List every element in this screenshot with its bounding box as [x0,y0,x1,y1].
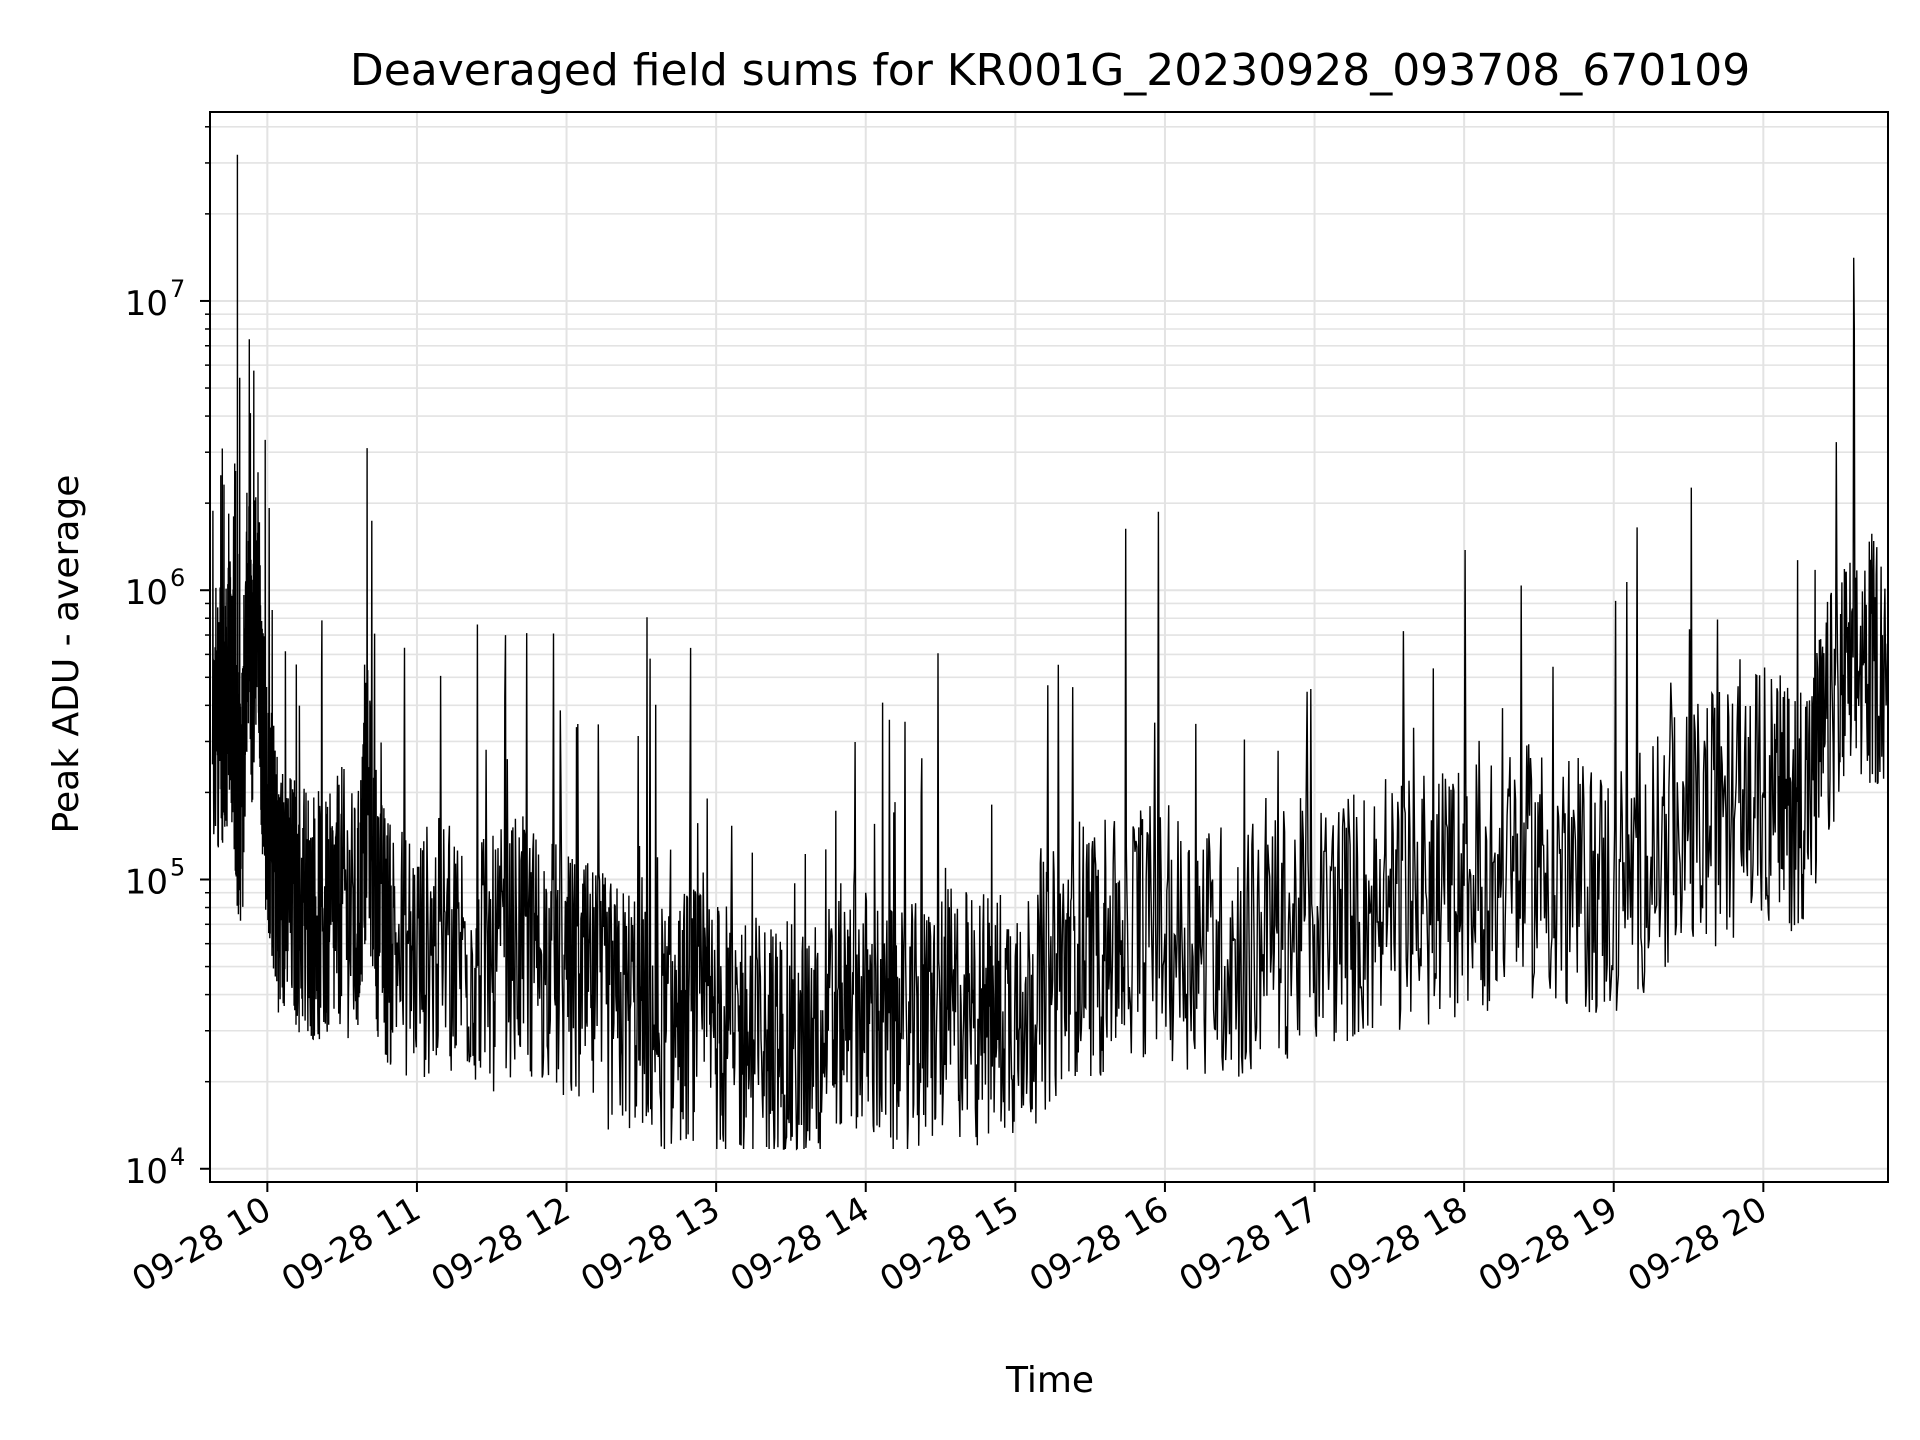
x-tick-label: 09-28 14 [724,1189,876,1300]
y-tick-exponent: 5 [170,853,185,881]
y-axis-label: Peak ADU - average [46,475,87,834]
x-tick-label: 09-28 17 [1173,1189,1325,1300]
y-tick-exponent: 4 [170,1143,185,1171]
series-line [211,154,1889,1151]
x-tick-label: 09-28 11 [275,1189,427,1300]
y-tick-exponent: 7 [170,275,185,303]
y-tick-label: 10 [125,573,168,613]
x-tick-label: 09-28 10 [125,1189,277,1300]
plot-frame [209,111,1889,1183]
y-tick-label: 10 [125,284,168,324]
x-tick-label: 09-28 18 [1322,1189,1474,1300]
x-tick-label: 09-28 12 [425,1189,577,1300]
x-tick-label: 09-28 16 [1023,1189,1175,1300]
x-axis-label: Time [1005,1360,1094,1401]
y-tick-label: 10 [125,862,168,902]
x-tick-label: 09-28 19 [1472,1189,1624,1300]
y-tick-exponent: 6 [170,564,185,592]
y-tick-label: 10 [125,1152,168,1192]
x-tick-label: 09-28 13 [574,1189,726,1300]
x-tick-label: 09-28 20 [1621,1189,1773,1300]
x-tick-label: 09-28 15 [873,1189,1025,1300]
data-series [211,154,1889,1151]
chart-title: Deaveraged field sums for KR001G_2023092… [350,45,1750,96]
